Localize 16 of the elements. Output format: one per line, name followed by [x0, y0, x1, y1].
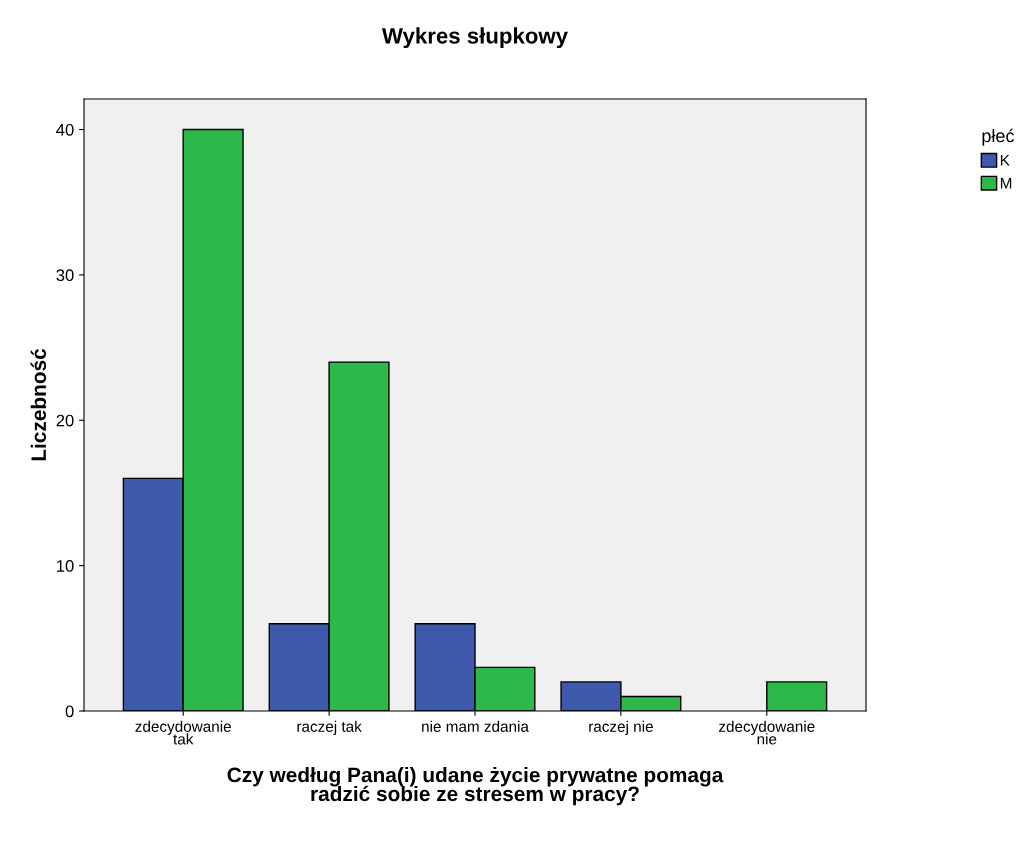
x-tick-label: raczej tak: [297, 720, 362, 735]
chart-title: Wykres słupkowy: [381, 27, 568, 49]
y-axis-title: Liczebność: [30, 348, 47, 461]
x-axis-title: Czy według Pana(i) udane życie prywatne pomaga radzić sobie ze stresem w pracy?: [227, 766, 724, 806]
y-tick-label: 0: [65, 705, 74, 718]
legend-title: płeć: [982, 128, 1014, 146]
legend-label: K: [1000, 155, 1010, 166]
y-tick-label: 10: [57, 560, 74, 572]
y-tick-label: 20: [56, 414, 74, 427]
x-tick-label: nie mam zdania: [422, 720, 529, 732]
x-tick-label: raczej nie: [589, 720, 653, 735]
y-tick-label: 30: [56, 269, 74, 282]
x-tick-label: zdecydowanie tak: [135, 720, 231, 745]
legend-label: M: [1000, 177, 1012, 189]
x-tick-label: zdecydowanie nie: [719, 720, 815, 745]
y-tick-label: 40: [56, 123, 74, 136]
